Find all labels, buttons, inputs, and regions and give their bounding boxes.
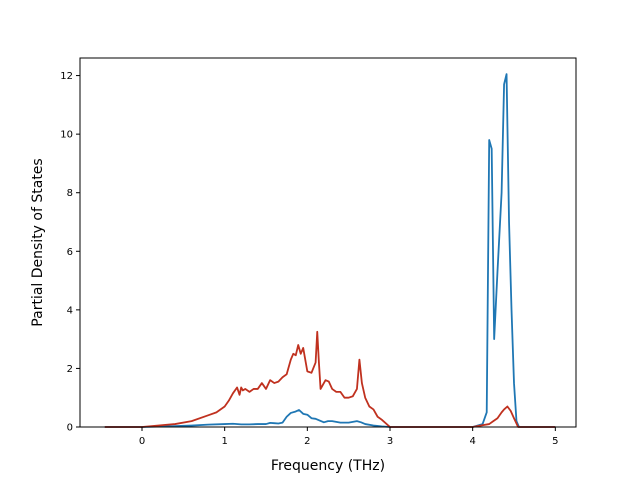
plot-background [80,58,576,427]
x-tick-label: 5 [552,436,558,447]
y-axis-ticks: 0 2 4 6 8 10 12 [60,71,80,434]
x-tick-label: 4 [469,436,475,447]
x-axis-ticks: 0 1 2 3 4 5 [139,427,559,447]
y-tick-label: 12 [60,71,73,82]
y-tick-label: 4 [67,305,73,316]
y-tick-label: 8 [67,188,73,199]
y-tick-label: 6 [67,247,73,258]
series-line-0 [104,73,556,428]
y-axis-label: Partial Density of States [30,158,46,326]
x-tick-label: 3 [387,436,393,447]
y-tick-label: 0 [67,423,73,434]
x-axis-label: Frequency (THz) [271,458,385,474]
y-tick-label: 2 [67,364,73,375]
y-tick-label: 10 [60,130,73,141]
x-tick-label: 1 [221,436,227,447]
x-tick-label: 0 [139,436,145,447]
plot-frame [79,57,577,428]
x-tick-label: 2 [304,436,310,447]
